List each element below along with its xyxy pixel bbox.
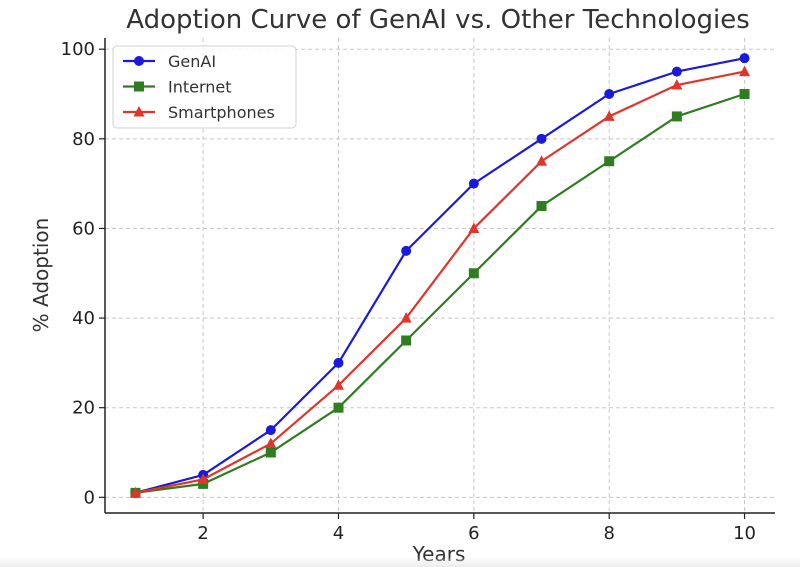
data-point-smartphones-1 bbox=[129, 486, 141, 498]
data-point-internet-9 bbox=[671, 111, 682, 122]
series-internet bbox=[130, 89, 750, 498]
data-point-smartphones-9 bbox=[671, 79, 683, 90]
data-point-internet-10 bbox=[739, 89, 750, 100]
y-tick-label-0: 0 bbox=[84, 487, 95, 508]
data-point-smartphones-6 bbox=[468, 222, 480, 233]
legend-label-internet: Internet bbox=[168, 78, 232, 97]
data-point-internet-7 bbox=[536, 201, 547, 212]
y-axis-label: % Adoption bbox=[29, 218, 53, 333]
data-point-internet-4 bbox=[333, 402, 344, 413]
data-point-smartphones-2 bbox=[197, 473, 209, 484]
y-tick-label-40: 40 bbox=[72, 308, 95, 329]
data-point-smartphones-10 bbox=[739, 65, 751, 77]
legend: GenAI Internet Smartphones bbox=[112, 45, 297, 129]
data-point-smartphones-8 bbox=[603, 110, 615, 121]
data-point-genai-8 bbox=[604, 89, 615, 100]
x-axis-ticks: 2 4 6 8 10 bbox=[197, 513, 756, 544]
data-point-genai-5 bbox=[401, 245, 412, 256]
x-tick-label-8: 8 bbox=[603, 523, 614, 544]
x-tick-label-4: 4 bbox=[333, 523, 344, 544]
data-point-genai-10 bbox=[739, 53, 750, 64]
series-line-internet bbox=[135, 92, 745, 494]
series-line-genai bbox=[135, 57, 745, 494]
legend-marker-genai bbox=[134, 56, 144, 66]
data-point-internet-3 bbox=[265, 447, 276, 458]
data-point-genai-6 bbox=[468, 178, 479, 189]
data-point-genai-7 bbox=[536, 133, 547, 144]
data-point-genai-4 bbox=[333, 357, 344, 368]
x-tick-label-2: 2 bbox=[197, 523, 208, 544]
legend-item-genai: GenAI bbox=[123, 52, 216, 71]
data-point-internet-5 bbox=[401, 335, 412, 346]
data-point-smartphones-7 bbox=[536, 155, 548, 166]
chart-title: Adoption Curve of GenAI vs. Other Techno… bbox=[126, 5, 750, 35]
y-axis-ticks: 0 20 40 60 80 100 bbox=[61, 39, 105, 508]
bottom-fade bbox=[0, 557, 800, 567]
data-point-genai-9 bbox=[671, 66, 682, 77]
y-tick-label-20: 20 bbox=[72, 398, 95, 419]
data-point-internet-6 bbox=[468, 268, 479, 279]
data-point-smartphones-4 bbox=[332, 379, 344, 390]
x-tick-label-6: 6 bbox=[468, 523, 479, 544]
legend-box bbox=[112, 45, 297, 129]
x-tick-label-10: 10 bbox=[733, 523, 756, 544]
data-point-smartphones-5 bbox=[400, 312, 412, 323]
y-tick-label-60: 60 bbox=[72, 218, 95, 239]
y-tick-label-100: 100 bbox=[61, 39, 95, 60]
series-line-smartphones bbox=[135, 70, 745, 494]
data-point-genai-3 bbox=[265, 425, 276, 436]
data-point-smartphones-3 bbox=[265, 437, 277, 449]
legend-item-smartphones: Smartphones bbox=[123, 103, 275, 122]
legend-label-genai: GenAI bbox=[168, 52, 216, 71]
legend-item-internet: Internet bbox=[123, 78, 232, 97]
data-point-internet-8 bbox=[604, 156, 615, 167]
axes bbox=[104, 38, 775, 514]
series-smartphones bbox=[129, 65, 751, 498]
y-tick-label-80: 80 bbox=[72, 129, 95, 150]
legend-marker-smartphones bbox=[133, 106, 145, 117]
legend-label-smartphones: Smartphones bbox=[168, 103, 275, 122]
series-group bbox=[129, 53, 751, 498]
legend-marker-internet bbox=[134, 81, 144, 92]
